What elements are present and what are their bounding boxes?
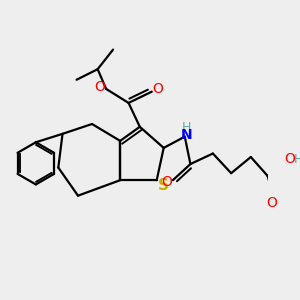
Text: O: O [266, 196, 278, 210]
Text: H: H [182, 121, 192, 134]
Text: N: N [181, 128, 193, 142]
Text: O: O [161, 175, 172, 189]
Text: O: O [284, 152, 295, 166]
Text: O: O [94, 80, 105, 94]
Text: S: S [158, 178, 169, 193]
Text: H: H [294, 153, 300, 166]
Text: O: O [153, 82, 164, 96]
